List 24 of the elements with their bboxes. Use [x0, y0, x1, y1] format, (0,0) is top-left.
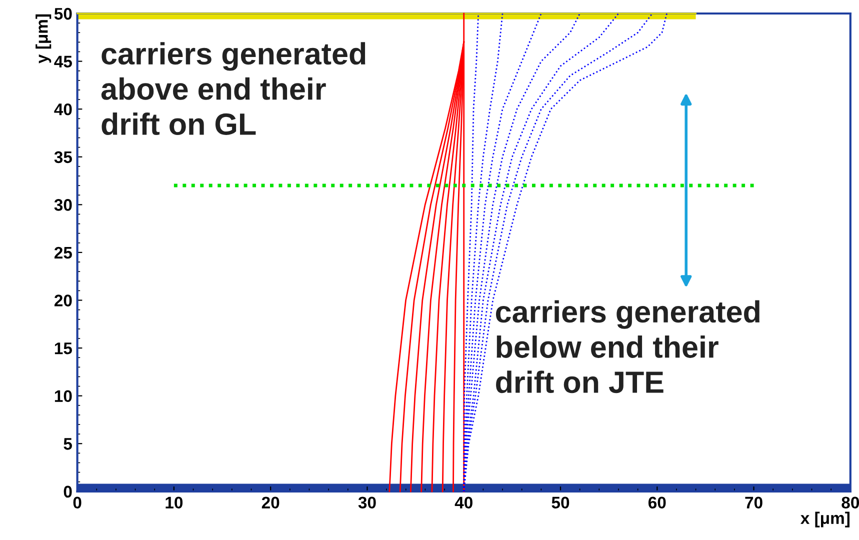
y-tick-label: 40	[54, 103, 72, 116]
x-tick-label: 30	[358, 496, 376, 509]
y-tick-label: 30	[54, 199, 72, 211]
x-tick-label: 60	[648, 496, 666, 509]
x-tick-label: 40	[454, 496, 472, 509]
x-tick-label: 50	[552, 496, 570, 509]
y-tick-label: 45	[54, 56, 72, 68]
y-axis-title: y [μm]	[36, 14, 52, 64]
x-tick-label: 70	[745, 496, 762, 509]
y-tick-label: 5	[64, 438, 72, 450]
x-tick-label: 10	[166, 496, 183, 509]
y-tick-label: 50	[54, 8, 72, 20]
y-tick-label: 20	[54, 294, 72, 306]
y-tick-label: 10	[54, 390, 72, 402]
y-tick-label: 0	[64, 486, 72, 498]
y-tick-label: 35	[54, 151, 72, 164]
x-tick-label: 20	[262, 496, 280, 509]
y-tick-label: 25	[54, 246, 72, 259]
annotation: carriers generated below end their drift on JTE	[496, 300, 760, 394]
x-tick-label: 80	[842, 496, 859, 509]
x-tick-label: 0	[73, 496, 82, 509]
y-tick-label: 15	[54, 342, 72, 354]
x-axis-title: x [μm]	[800, 512, 850, 528]
annotation: carriers generated above end their drift on GL	[101, 42, 366, 136]
